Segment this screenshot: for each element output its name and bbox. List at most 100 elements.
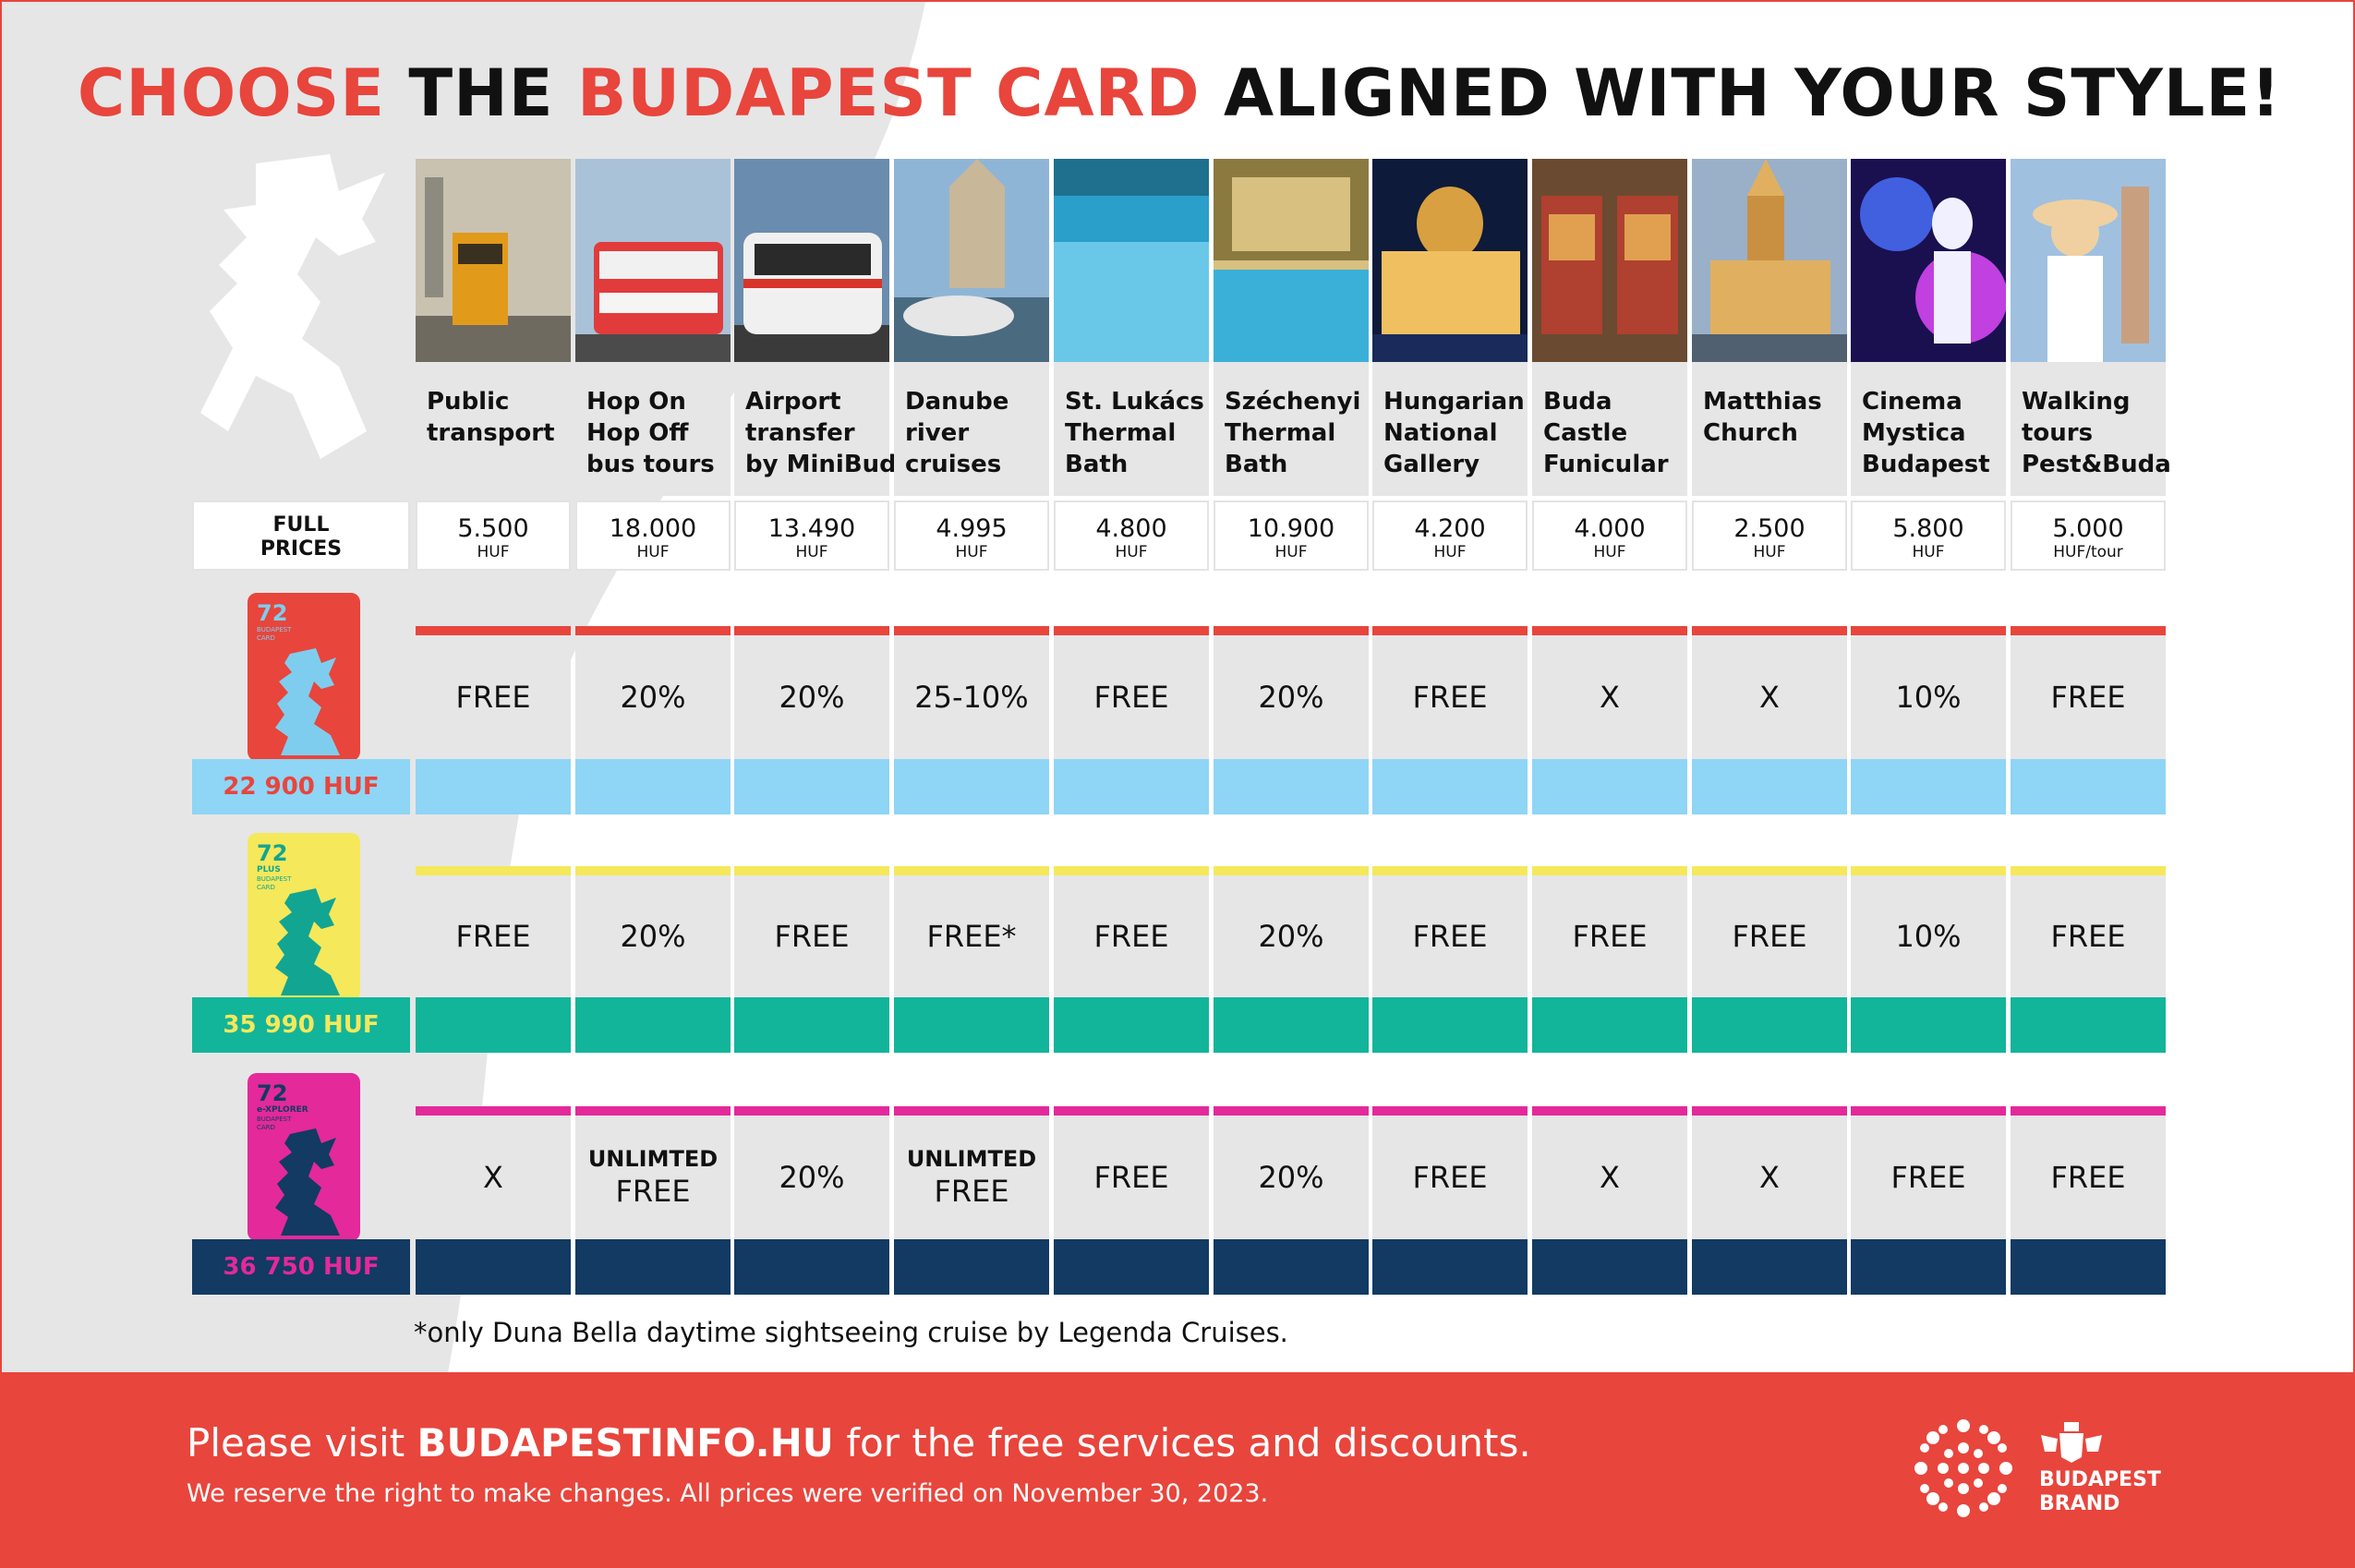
discount-cell: FREE: [734, 875, 889, 997]
attraction-name-line: Funicular: [1543, 451, 1669, 478]
card-3-image: 72 e-XPLORER BUDAPEST CARD: [244, 1069, 364, 1245]
attraction-name-line: bus tours: [586, 451, 715, 478]
discount-cell: FREE: [416, 635, 571, 759]
discount-cell: UNLIMTED FREE: [894, 1116, 1049, 1239]
color-stripe: [1851, 1106, 2006, 1116]
attraction-name-line: by MiniBud: [745, 451, 897, 478]
discount-value: 20%: [779, 1160, 845, 1195]
discount-cell: 20%: [1214, 635, 1369, 759]
full-price-cell: 5.800 HUF: [1851, 501, 2006, 571]
discount-value: FREE: [1412, 1160, 1488, 1195]
full-price-cell: 4.000 HUF: [1532, 501, 1687, 571]
color-band: [1532, 997, 1687, 1053]
attraction-name-line: river: [905, 419, 970, 447]
price-amount: 5.000: [2052, 514, 2124, 543]
attraction-name-line: Bath: [1065, 451, 1129, 478]
price-unit: HUF: [636, 543, 670, 561]
title-the: THE: [408, 55, 554, 131]
attraction-name-line: Public: [427, 388, 510, 416]
color-band: [1851, 759, 2006, 814]
attraction-name-line: Gallery: [1383, 451, 1480, 478]
discount-cell: FREE: [1054, 1116, 1209, 1239]
page-title: CHOOSE THE BUDAPEST CARD ALIGNED WITH YO…: [2, 55, 2353, 131]
dot-flower-logo-icon: [1914, 1419, 2012, 1517]
color-band: [416, 759, 571, 814]
full-price-cell: 10.900 HUF: [1214, 501, 1369, 571]
discount-value: FREE: [1412, 919, 1488, 954]
card-text: PLUS: [257, 865, 281, 874]
attraction-name: Matthias Church: [1692, 362, 1847, 496]
discount-value: 10%: [1895, 680, 1962, 715]
brand-line2: BRAND: [2039, 1492, 2120, 1515]
color-band: [1372, 1239, 1528, 1295]
color-band: [2011, 759, 2166, 814]
discount-value: 20%: [1258, 680, 1324, 715]
color-stripe: [1214, 1106, 1369, 1116]
discount-value: X: [1759, 1160, 1780, 1195]
card-2-image: 72 PLUS BUDAPEST CARD: [244, 829, 364, 1005]
discount-value: FREE: [1093, 1160, 1169, 1195]
discount-cell: FREE: [1692, 875, 1847, 997]
discount-cell: 20%: [575, 875, 731, 997]
card-text: BUDAPEST: [257, 626, 292, 633]
color-stripe: [1532, 866, 1687, 875]
color-stripe: [1851, 626, 2006, 635]
color-band: [416, 1239, 571, 1295]
color-stripe: [416, 1106, 571, 1116]
discount-cell: FREE: [2011, 635, 2166, 759]
footer-main-text: Please visit BUDAPESTINFO.HU for the fre…: [187, 1420, 1531, 1465]
color-band: [894, 1239, 1049, 1295]
color-band: [894, 997, 1049, 1053]
color-stripe: [1054, 626, 1209, 635]
attraction-name-line: Thermal: [1225, 419, 1336, 447]
color-stripe: [2011, 1106, 2166, 1116]
discount-cell: FREE: [1372, 635, 1528, 759]
discount-sub-label: UNLIMTED: [906, 1146, 1037, 1172]
discount-cell: FREE: [2011, 1116, 2166, 1239]
price-unit: HUF: [1433, 543, 1467, 561]
discount-value: FREE: [455, 680, 531, 715]
attraction-name-line: Thermal: [1065, 419, 1177, 447]
color-stripe: [894, 1106, 1049, 1116]
price-unit: HUF: [1115, 543, 1148, 561]
attraction-name: Buda Castle Funicular: [1532, 362, 1687, 496]
card-text: 72: [257, 600, 287, 626]
color-band: [575, 997, 731, 1053]
discount-value: FREE: [2050, 680, 2126, 715]
color-stripe: [575, 866, 731, 875]
discount-cell: X: [1532, 1116, 1687, 1239]
card-1-price-label: 22 900 HUF: [192, 759, 410, 814]
price-unit: HUF: [477, 543, 510, 561]
discount-value: 10%: [1895, 919, 1962, 954]
color-band: [1532, 759, 1687, 814]
discount-cell: FREE: [1372, 1116, 1528, 1239]
color-band: [1372, 759, 1528, 814]
card-text: BUDAPEST: [257, 1116, 292, 1123]
footer: Please visit BUDAPESTINFO.HU for the fre…: [0, 1372, 2355, 1568]
price-amount: 5.500: [457, 514, 529, 543]
river-boat-photo: [894, 159, 1049, 362]
budapestinfo-link[interactable]: BUDAPESTINFO.HU: [417, 1420, 834, 1465]
attraction-name: Public transport: [416, 362, 571, 496]
color-band: [1851, 1239, 2006, 1295]
discount-value: FREE: [1572, 919, 1648, 954]
color-stripe: [1851, 866, 2006, 875]
color-band: [1054, 759, 1209, 814]
lion-silhouette-icon: [200, 154, 385, 459]
card-text: BUDAPEST: [257, 875, 292, 883]
discount-value: FREE: [2050, 919, 2126, 954]
price-amount: 4.995: [936, 514, 1008, 543]
pool-photo: [1054, 159, 1209, 362]
color-band: [1214, 997, 1369, 1053]
full-price-cell: 4.800 HUF: [1054, 501, 1209, 571]
attraction-name-line: Hop On: [586, 388, 686, 416]
discount-cell: FREE: [1054, 875, 1209, 997]
discount-cell: FREE: [416, 875, 571, 997]
attraction-name-line: St. Lukács: [1065, 388, 1204, 416]
brand-name: BUDAPEST BRAND: [2039, 1468, 2161, 1516]
attraction-name-line: Pest&Buda: [2022, 451, 2171, 478]
price-unit: HUF: [955, 543, 988, 561]
price-amount: 10.900: [1247, 514, 1335, 543]
color-stripe: [1214, 626, 1369, 635]
